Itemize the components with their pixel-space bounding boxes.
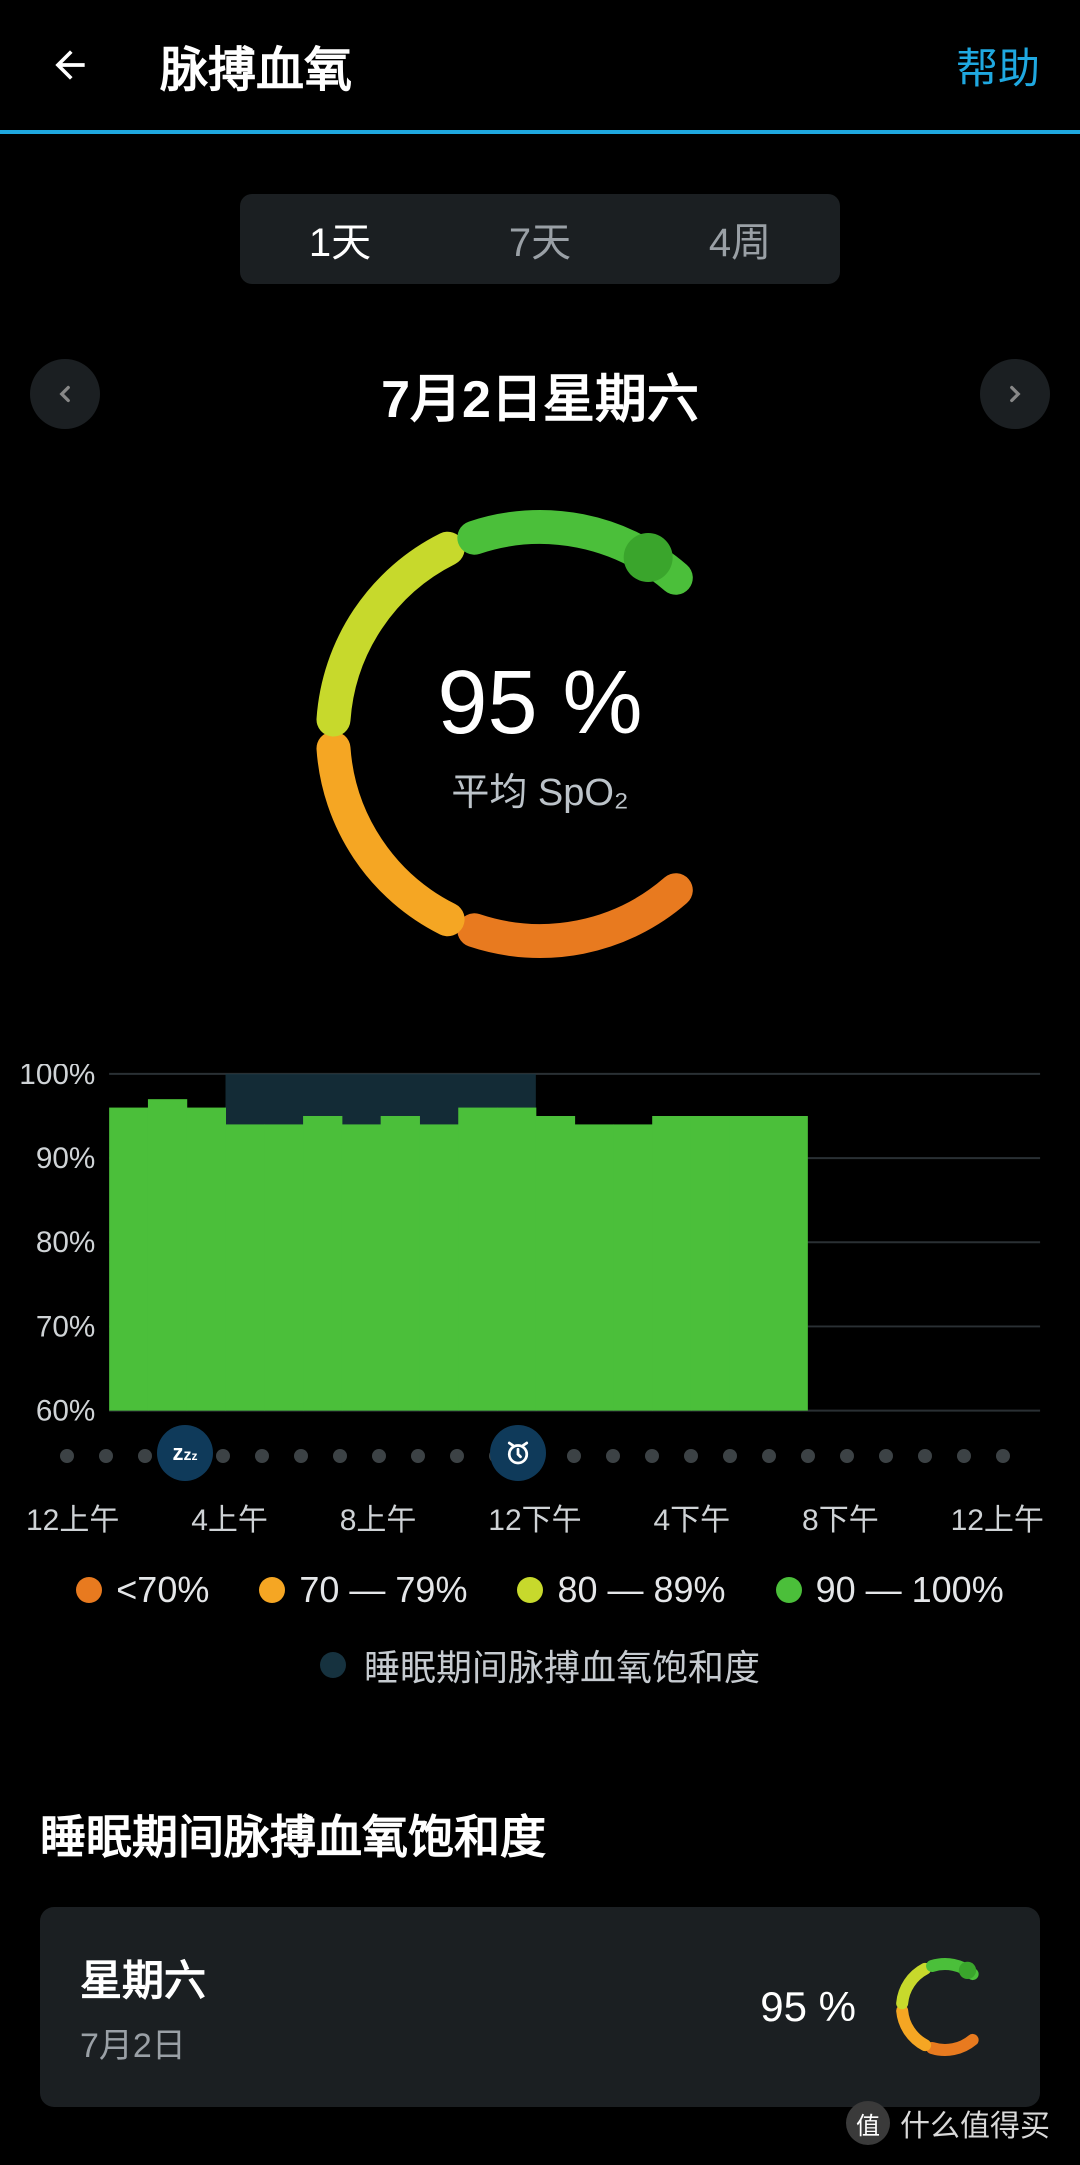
sleep-legend-label: 睡眠期间脉搏血氧饱和度 — [364, 1639, 760, 1691]
sleep-legend: 睡眠期间脉搏血氧饱和度 — [0, 1639, 1080, 1691]
legend-item: 80 — 89% — [517, 1569, 725, 1611]
spo2-gauge-container: 95 % 平均 SpO₂ — [0, 504, 1080, 964]
legend-item: <70% — [76, 1569, 209, 1611]
gauge-center: 95 % 平均 SpO₂ — [310, 504, 770, 964]
app-header: 脉搏血氧 帮助 — [0, 0, 1080, 130]
page-title: 脉搏血氧 — [160, 30, 352, 100]
spo2-gauge: 95 % 平均 SpO₂ — [310, 504, 770, 964]
tab-7day[interactable]: 7天 — [440, 194, 640, 284]
chevron-left-icon — [52, 381, 78, 407]
watermark-text: 什么值得买 — [900, 2101, 1050, 2145]
tab-group: 1天 7天 4周 — [240, 194, 840, 284]
svg-text:70%: 70% — [36, 1310, 95, 1343]
sleep-card-value: 95 % — [760, 1983, 856, 2031]
date-navigator: 7月2日星期六 — [0, 354, 1080, 434]
sleep-card-day: 星期六 — [80, 1947, 206, 2008]
watermark-badge-icon: 值 — [846, 2101, 890, 2145]
legend-item: 90 — 100% — [776, 1569, 1004, 1611]
mini-gauge-icon — [890, 1952, 1000, 2062]
chevron-right-icon — [1002, 381, 1028, 407]
gauge-label: 平均 SpO₂ — [451, 761, 628, 816]
svg-text:80%: 80% — [36, 1226, 95, 1259]
back-arrow-icon — [48, 43, 92, 87]
svg-text:60%: 60% — [36, 1395, 95, 1421]
gauge-value: 95 % — [437, 652, 642, 755]
back-button[interactable] — [40, 35, 100, 95]
sleep-legend-dot — [320, 1652, 346, 1678]
sleep-card-right: 95 % — [760, 1952, 1000, 2062]
spo2-timeline-chart: 60% 70% 80% 90% 100% zzz 12上午4上午8上午12下午4下午8下… — [0, 1064, 1080, 1539]
sleep-card-date: 7月2日 — [80, 2018, 206, 2067]
sleep-start-icon: zzz — [157, 1425, 213, 1481]
svg-text:100%: 100% — [20, 1064, 95, 1091]
tab-4week[interactable]: 4周 — [640, 194, 840, 284]
x-axis-labels: 12上午4上午8上午12下午4下午8下午12上午 — [20, 1495, 1050, 1539]
svg-text:90%: 90% — [36, 1142, 95, 1175]
accent-divider — [0, 130, 1080, 134]
current-date-title: 7月2日星期六 — [381, 357, 699, 432]
next-day-button[interactable] — [980, 359, 1050, 429]
sleep-spo2-card[interactable]: 星期六 7月2日 95 % — [40, 1907, 1040, 2107]
watermark: 值 什么值得买 — [846, 2101, 1050, 2145]
chart-legend: <70% 70 — 79% 80 — 89% 90 — 100% — [0, 1569, 1080, 1611]
prev-day-button[interactable] — [30, 359, 100, 429]
wake-icon — [490, 1425, 546, 1481]
range-tabs: 1天 7天 4周 — [0, 194, 1080, 284]
chart-svg: 60% 70% 80% 90% 100% — [20, 1064, 1050, 1421]
sleep-section-title: 睡眠期间脉搏血氧饱和度 — [40, 1801, 1040, 1867]
sleep-card-left: 星期六 7月2日 — [80, 1947, 206, 2067]
tab-1day[interactable]: 1天 — [240, 194, 440, 284]
hour-dots-row: zzz — [20, 1431, 1050, 1481]
help-link[interactable]: 帮助 — [956, 35, 1040, 96]
legend-item: 70 — 79% — [259, 1569, 467, 1611]
